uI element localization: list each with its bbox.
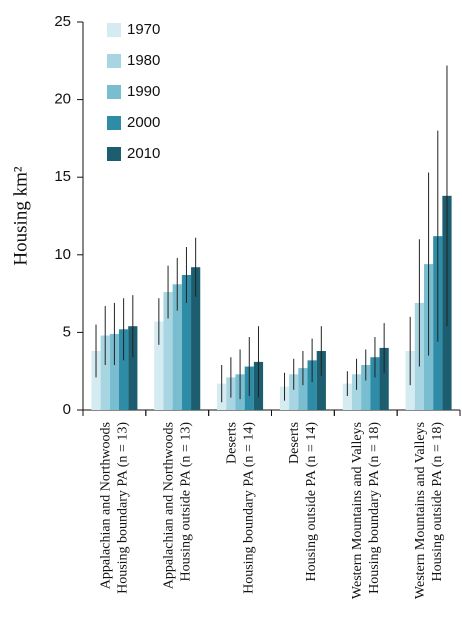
legend-swatch: [107, 54, 121, 68]
y-tick-label: 20: [54, 91, 71, 108]
x-tick-label: Appalachian and Northwoods: [161, 422, 176, 589]
bar: [289, 374, 299, 410]
bar: [361, 364, 371, 410]
x-tick-label: Deserts: [224, 422, 239, 464]
x-tick-label: Housing boundary PA (n = 13): [116, 422, 131, 594]
legend-label: 2000: [127, 114, 160, 131]
x-tick-label: Deserts: [287, 422, 302, 464]
y-axis-label: Housing km²: [10, 166, 31, 265]
legend-swatch: [107, 147, 121, 161]
bar: [379, 347, 389, 410]
x-tick-label: Western Mountains and Valleys: [413, 422, 428, 599]
legend-label: 1980: [127, 52, 160, 69]
x-tick-label: Western Mountains and Valleys: [350, 422, 365, 599]
bar: [351, 374, 362, 410]
y-tick-label: 0: [63, 401, 71, 418]
bar: [128, 326, 138, 410]
y-tick-label: 5: [63, 323, 71, 340]
y-tick-label: 10: [54, 246, 71, 263]
bar: [109, 333, 120, 410]
bar: [316, 351, 326, 410]
legend-swatch: [107, 23, 121, 37]
x-tick-label: Housing boundary PA (n = 14): [241, 422, 256, 594]
bar: [163, 292, 173, 410]
y-tick-label: 25: [54, 13, 71, 30]
bar: [91, 351, 101, 410]
legend-label: 2010: [127, 145, 160, 162]
x-tick-label: Housing outside PA (n = 14): [304, 422, 319, 582]
x-tick-label: Housing boundary PA (n = 18): [367, 422, 382, 594]
legend-label: 1970: [127, 21, 160, 38]
bar: [342, 383, 352, 410]
x-tick-label: Appalachian and Northwoods: [99, 422, 114, 589]
x-tick-label: Housing outside PA (n = 18): [430, 422, 445, 582]
bar: [119, 329, 129, 410]
bar: [100, 335, 110, 410]
x-tick-label: Housing outside PA (n = 13): [178, 422, 193, 582]
legend-label: 1990: [127, 83, 160, 100]
bar: [154, 321, 164, 410]
y-tick-label: 15: [54, 168, 71, 185]
bar: [307, 360, 317, 410]
bar: [172, 284, 182, 410]
bar: [181, 274, 192, 410]
legend-swatch: [107, 116, 121, 130]
bar: [370, 357, 380, 410]
legend-swatch: [107, 85, 121, 99]
bar: [298, 368, 308, 410]
bar: [191, 267, 201, 410]
